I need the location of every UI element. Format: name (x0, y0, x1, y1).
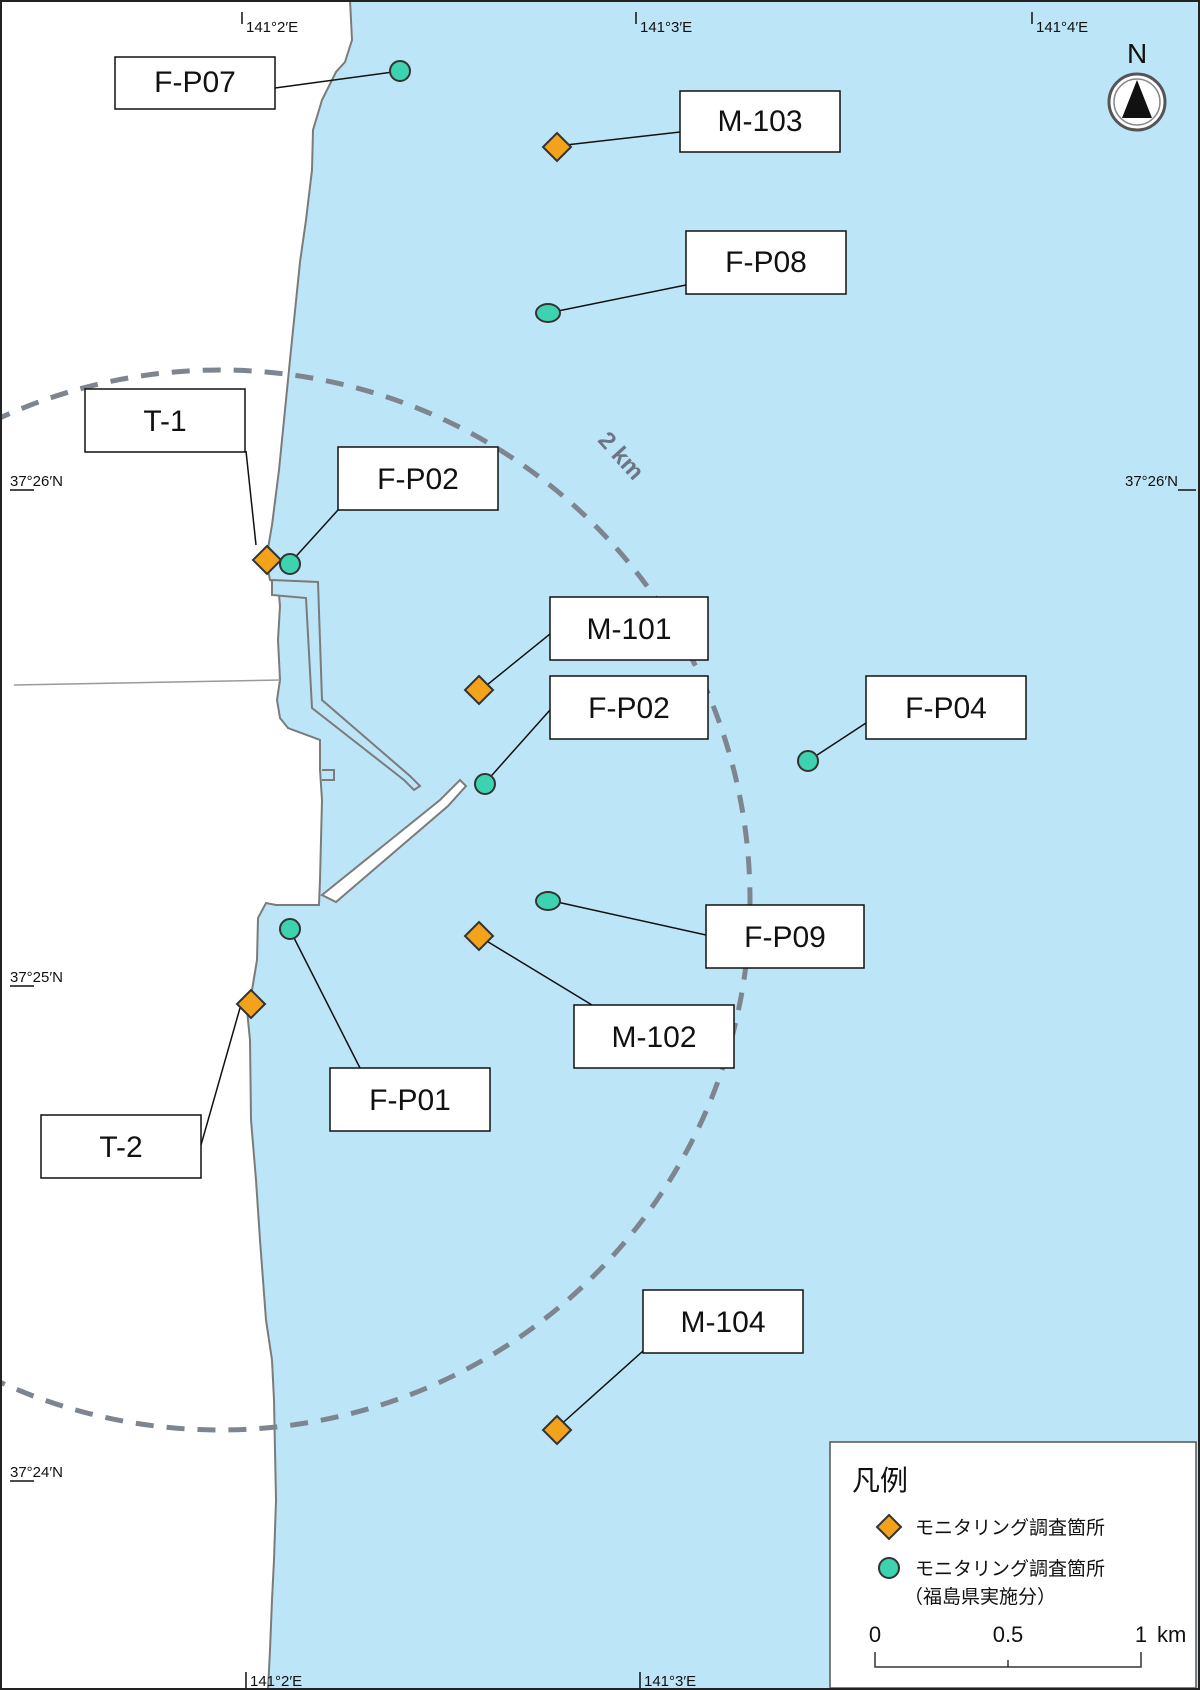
north-breakwater (271, 578, 422, 792)
label-text-m-101: M-101 (586, 613, 671, 646)
legend-title: 凡例 (852, 1464, 908, 1497)
scale-bar: 0 0.5 1 km (869, 1622, 1186, 1668)
label-text-f-p02-north: F-P02 (377, 463, 459, 496)
label-text-m-104: M-104 (680, 1306, 765, 1339)
station-marker-t-1[interactable] (251, 544, 283, 576)
top-coord-2: 141°3′E (640, 19, 692, 36)
leader-line-f-p04 (807, 722, 867, 762)
leader-line-f-p01 (289, 929, 361, 1069)
label-box-f-p07[interactable] (114, 56, 276, 110)
left-coord-3: 37°24′N (10, 1464, 63, 1481)
legend-circle-icon (878, 1557, 900, 1579)
label-box-t-1[interactable] (84, 388, 246, 453)
leader-lines (200, 70, 867, 1429)
station-marker-f-p08[interactable] (535, 303, 561, 323)
top-coord-3: 141°4′E (1036, 19, 1088, 36)
label-text-t-1: T-1 (143, 405, 186, 438)
leader-line-m-103 (556, 131, 681, 147)
label-box-f-p02-north[interactable] (337, 446, 499, 511)
scale-unit: km (1157, 1622, 1186, 1647)
legend-diamond-icon (875, 1513, 903, 1541)
label-text-f-p07: F-P07 (154, 66, 236, 99)
label-text-f-p02-south: F-P02 (588, 692, 670, 725)
station-marker-f-p01[interactable] (279, 918, 301, 940)
station-marker-m-104[interactable] (541, 1414, 573, 1446)
station-marker-m-101[interactable] (463, 674, 495, 706)
label-box-m-104[interactable] (642, 1289, 804, 1354)
station-marker-m-102[interactable] (463, 920, 495, 952)
two-km-radius-ring (0, 367, 753, 1433)
scale-label-0-5: 0.5 (993, 1622, 1024, 1647)
leader-line-f-p02-south (484, 709, 551, 784)
leader-line-f-p07 (274, 70, 401, 89)
legend-item-2-sublabel: （福島県実施分） (904, 1586, 1056, 1608)
label-text-f-p09: F-P09 (744, 921, 826, 954)
south-breakwater (320, 778, 468, 904)
label-box-f-p04[interactable] (865, 675, 1027, 740)
leader-line-m-102 (479, 936, 593, 1006)
leader-line-t-1 (245, 450, 257, 546)
label-box-m-101[interactable] (549, 596, 709, 661)
station-marker-f-p04[interactable] (797, 750, 819, 772)
label-box-f-p09[interactable] (705, 904, 865, 969)
label-box-f-p08[interactable] (685, 230, 847, 295)
top-coord-1: 141°2′E (246, 19, 298, 36)
left-coord-1: 37°26′N (10, 473, 63, 490)
station-markers (235, 60, 819, 1446)
station-marker-f-p02-north[interactable] (279, 553, 301, 575)
scale-label-0: 0 (869, 1622, 881, 1647)
station-marker-m-103[interactable] (541, 131, 573, 163)
station-marker-f-p07[interactable] (389, 60, 411, 82)
label-text-t-2: T-2 (99, 1131, 142, 1164)
label-text-m-103: M-103 (717, 105, 802, 138)
coordinate-labels: 141°2′E 141°3′E 141°4′E 37°26′N 37°26′N … (10, 12, 1196, 1690)
label-box-m-103[interactable] (679, 90, 841, 153)
station-marker-f-p02-south[interactable] (474, 773, 496, 795)
label-text-m-102: M-102 (611, 1021, 696, 1054)
north-arrow-icon: N (1107, 38, 1167, 132)
legend: 凡例 モニタリング調査箇所 モニタリング調査箇所 （福島県実施分） 0 0.5 … (829, 1441, 1197, 1689)
label-text-f-p04: F-P04 (905, 692, 987, 725)
label-text-f-p01: F-P01 (369, 1084, 451, 1117)
legend-item-2-label: モニタリング調査箇所 (915, 1558, 1105, 1580)
station-marker-t-2[interactable] (235, 988, 267, 1020)
bottom-coord-1: 141°2′E (250, 1673, 302, 1690)
station-marker-f-p09[interactable] (535, 891, 561, 911)
port-quay (322, 769, 335, 781)
left-coord-2: 37°25′N (10, 969, 63, 986)
legend-item-1-label: モニタリング調査箇所 (915, 1517, 1105, 1539)
leader-line-f-p02-north (289, 509, 339, 564)
leader-line-f-p09 (547, 899, 707, 936)
bottom-coord-2: 141°3′E (644, 1673, 696, 1690)
north-label: N (1127, 38, 1147, 69)
leader-line-t-2 (200, 1007, 241, 1146)
land-boundary-line (13, 679, 281, 686)
scale-label-1: 1 (1135, 1622, 1147, 1647)
label-text-f-p08: F-P08 (725, 246, 807, 279)
label-box-t-2[interactable] (40, 1114, 202, 1179)
label-box-f-p02-south[interactable] (549, 675, 709, 740)
right-coord-1: 37°26′N (1125, 473, 1178, 490)
label-box-m-102[interactable] (573, 1004, 735, 1069)
label-box-f-p01[interactable] (329, 1067, 491, 1132)
leader-line-f-p08 (547, 284, 687, 314)
leader-line-m-104 (556, 1350, 644, 1429)
leader-line-m-101 (481, 633, 551, 690)
station-labels: F-P07 M-103 F-P08 T-1 F-P02 M-101 F-P02 … (40, 56, 1027, 1354)
